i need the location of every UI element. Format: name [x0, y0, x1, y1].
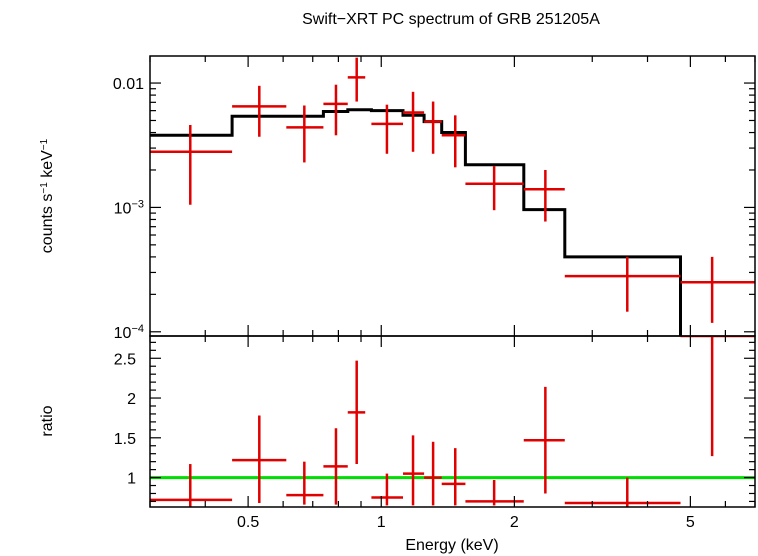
x-tick-label: 0.5 [237, 514, 259, 531]
ratio-point [403, 435, 425, 506]
x-axis-label: Energy (keV) [405, 537, 498, 554]
data-point [232, 85, 287, 137]
y-tick-label: 10−3 [114, 198, 144, 217]
y-tick-label: 1 [127, 471, 136, 488]
ratio-point [232, 415, 287, 504]
x-tick-label: 5 [686, 514, 695, 531]
ratio-point [465, 479, 524, 506]
ratio-point [347, 360, 366, 465]
data-point [424, 101, 442, 154]
data-point [465, 166, 524, 211]
x-tick-label: 1 [377, 514, 386, 531]
ratio-point [371, 473, 404, 506]
ratio-point [323, 428, 348, 505]
data-point [150, 124, 233, 205]
ratio-point [150, 464, 233, 507]
data-point [403, 91, 425, 152]
data-point [371, 104, 404, 154]
data-point [323, 84, 348, 136]
x-axis: 0.5 1 2 5 [237, 514, 695, 531]
y-tick-label: 1.5 [114, 431, 136, 448]
ratio-point [441, 448, 466, 506]
bottom-panel: 1 1.5 2 2.5 ratio [39, 335, 756, 508]
ratio-point [286, 461, 324, 505]
y-tick-label: 2.5 [114, 351, 136, 368]
ratio-point [523, 386, 565, 494]
top-panel-frame [149, 55, 756, 337]
model-step-line [150, 108, 682, 336]
top-panel: 0.01 10−3 10−4 counts s−1 keV−1 [39, 55, 756, 342]
data-point [680, 256, 755, 323]
ratio-point [564, 477, 681, 507]
y-tick-label: 2 [127, 391, 136, 408]
top-panel-ylabel: counts s−1 keV−1 [39, 138, 57, 253]
data-point [286, 105, 324, 163]
y-tick-label: 0.01 [113, 76, 144, 93]
data-point [347, 57, 366, 102]
data-point [564, 256, 681, 312]
x-tick-label: 2 [510, 514, 519, 531]
bottom-panel-ylabel: ratio [39, 405, 56, 436]
data-point [441, 115, 466, 168]
chart-title: Swift−XRT PC spectrum of GRB 251205A [302, 11, 600, 28]
data-point [523, 169, 565, 222]
y-tick-label: 10−4 [114, 323, 144, 342]
ratio-point [680, 336, 755, 457]
bottom-panel-frame [149, 335, 756, 508]
ratio-point [424, 441, 442, 506]
